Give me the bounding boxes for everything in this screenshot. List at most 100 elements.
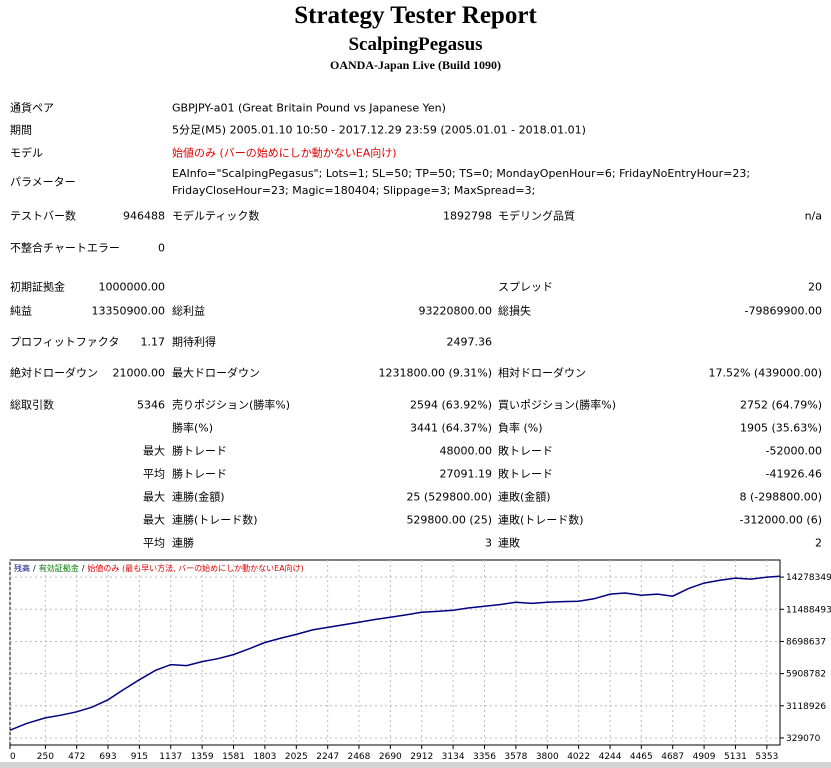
y-tick-label: 14278349 bbox=[786, 573, 831, 583]
stat-label: 純益 bbox=[10, 304, 32, 318]
x-tick-label: 4244 bbox=[599, 752, 622, 762]
stat-label: 初期証拠金 bbox=[10, 280, 65, 294]
stat-value: 8 (-298800.00) bbox=[739, 490, 822, 504]
stat-label: 連勝 bbox=[172, 536, 194, 550]
stat-label: テストバー数 bbox=[10, 209, 76, 223]
x-tick-label: 3134 bbox=[442, 752, 465, 762]
stat-value: 1000000.00 bbox=[98, 280, 165, 294]
stat-value: -52000.00 bbox=[765, 444, 822, 458]
x-tick-label: 2912 bbox=[410, 752, 433, 762]
x-tick-label: 5131 bbox=[724, 752, 747, 762]
legend-separator: / bbox=[82, 564, 85, 573]
legend-entry: 残高 bbox=[14, 563, 30, 573]
stat-prefix: 最大 bbox=[143, 490, 165, 504]
stat-label: 敗トレード bbox=[498, 467, 553, 481]
x-tick-label: 915 bbox=[131, 752, 148, 762]
stat-label: 勝トレード bbox=[172, 444, 227, 458]
stat-prefix: 最大 bbox=[143, 513, 165, 527]
stat-label: プロフィットファクタ bbox=[10, 335, 120, 349]
info-label: 期間 bbox=[10, 123, 32, 137]
stat-label: 絶対ドローダウン bbox=[10, 366, 98, 380]
stat-label: モデルティック数 bbox=[172, 209, 260, 223]
y-tick-label: 3118926 bbox=[786, 702, 826, 712]
stat-label: スプレッド bbox=[498, 280, 553, 294]
stat-label: 連敗 bbox=[498, 536, 520, 550]
info-value: 5分足(M5) 2005.01.10 10:50 - 2017.12.29 23… bbox=[172, 123, 586, 137]
x-tick-label: 4909 bbox=[693, 752, 716, 762]
legend: 残高 / 有効証拠金 / 始値のみ (最も早い方法, バーの始めにしか動かないEA向け) bbox=[14, 563, 304, 573]
legend-entry: 有効証拠金 bbox=[39, 563, 79, 573]
x-tick-label: 0 bbox=[10, 752, 16, 762]
stat-value: -79869900.00 bbox=[744, 304, 822, 318]
y-tick-label: 329070 bbox=[786, 734, 821, 744]
stat-value: 48000.00 bbox=[439, 444, 493, 458]
stat-value: 20 bbox=[808, 280, 822, 294]
info-label: パラメーター bbox=[10, 175, 76, 189]
stat-label: 不整合チャートエラー bbox=[10, 241, 120, 255]
stat-value: 2 bbox=[815, 536, 822, 550]
x-tick-label: 2025 bbox=[285, 752, 308, 762]
stat-label: 勝率(%) bbox=[172, 421, 214, 435]
stat-value: 0 bbox=[158, 241, 165, 255]
stat-label: 勝トレード bbox=[172, 467, 227, 481]
stat-label: 買いポジション(勝率%) bbox=[498, 398, 617, 412]
stat-value: 2752 (64.79%) bbox=[739, 398, 822, 412]
info-value: GBPJPY-a01 (Great Britain Pound vs Japan… bbox=[172, 101, 446, 115]
x-tick-label: 5353 bbox=[755, 752, 778, 762]
stat-value: 529800.00 (25) bbox=[406, 513, 492, 527]
x-tick-label: 1803 bbox=[253, 752, 276, 762]
stat-value: 1.17 bbox=[140, 335, 166, 349]
x-tick-label: 472 bbox=[68, 752, 85, 762]
y-tick-label: 11488493 bbox=[786, 605, 831, 615]
stat-label: 総損失 bbox=[498, 304, 531, 318]
legend-entry: 始値のみ (最も早い方法, バーの始めにしか動かないEA向け) bbox=[87, 563, 303, 573]
stat-value: 25 (529800.00) bbox=[406, 490, 492, 504]
stat-label: 期待利得 bbox=[172, 335, 216, 349]
x-tick-label: 3356 bbox=[473, 752, 496, 762]
x-tick-label: 4465 bbox=[630, 752, 653, 762]
x-tick-label: 250 bbox=[37, 752, 54, 762]
info-label: モデル bbox=[10, 146, 43, 160]
stat-value: n/a bbox=[804, 209, 822, 223]
stat-value: 27091.19 bbox=[439, 467, 493, 481]
stat-label: 最大ドローダウン bbox=[172, 366, 260, 380]
stat-label: 相対ドローダウン bbox=[498, 366, 586, 380]
x-tick-label: 3800 bbox=[536, 752, 559, 762]
stat-label: 連勝(トレード数) bbox=[172, 513, 258, 527]
stat-value: -312000.00 (6) bbox=[739, 513, 822, 527]
stat-value: 21000.00 bbox=[112, 366, 166, 380]
stat-value: 17.52% (439000.00) bbox=[708, 366, 822, 380]
stat-prefix: 平均 bbox=[143, 536, 165, 550]
balance-line bbox=[9, 575, 781, 731]
stat-value: 1231800.00 (9.31%) bbox=[378, 366, 492, 380]
stat-value: 13350900.00 bbox=[91, 304, 165, 318]
x-tick-label: 1581 bbox=[222, 752, 245, 762]
stat-value: 1892798 bbox=[443, 209, 492, 223]
stat-label: 売りポジション(勝率%) bbox=[172, 398, 291, 412]
stat-label: 連敗(金額) bbox=[498, 490, 551, 504]
stat-label: モデリング品質 bbox=[498, 209, 575, 223]
info-label: 通貨ペア bbox=[10, 101, 54, 115]
stat-value: 946488 bbox=[123, 209, 165, 223]
stat-value: 5346 bbox=[137, 398, 165, 412]
chart: 329070 3118926 5908782 8698637 11488493 14278… bbox=[0, 559, 831, 768]
stat-value: 1905 (35.63%) bbox=[739, 421, 822, 435]
stat-label: 総取引数 bbox=[10, 398, 54, 412]
plot-area bbox=[9, 559, 781, 746]
stat-label: 連勝(金額) bbox=[172, 490, 225, 504]
x-tick-label: 693 bbox=[99, 752, 116, 762]
stat-value: 93220800.00 bbox=[418, 304, 492, 318]
stat-value: 3441 (64.37%) bbox=[409, 421, 492, 435]
stat-prefix: 最大 bbox=[143, 444, 165, 458]
x-tick-label: 1137 bbox=[159, 752, 182, 762]
x-tick-label: 3578 bbox=[504, 752, 527, 762]
x-tick-label: 2247 bbox=[316, 752, 339, 762]
x-tick-label: 4687 bbox=[661, 752, 684, 762]
info-value: EAInfo="ScalpingPegasus"; Lots=1; SL=50;… bbox=[172, 167, 751, 197]
stat-value: -41926.46 bbox=[765, 467, 822, 481]
info-value: 始値のみ (バーの始めにしか動かないEA向け) bbox=[172, 146, 397, 160]
stat-value: 3 bbox=[485, 536, 492, 550]
stat-label: 連敗(トレード数) bbox=[498, 513, 584, 527]
y-tick-label: 8698637 bbox=[786, 637, 826, 647]
